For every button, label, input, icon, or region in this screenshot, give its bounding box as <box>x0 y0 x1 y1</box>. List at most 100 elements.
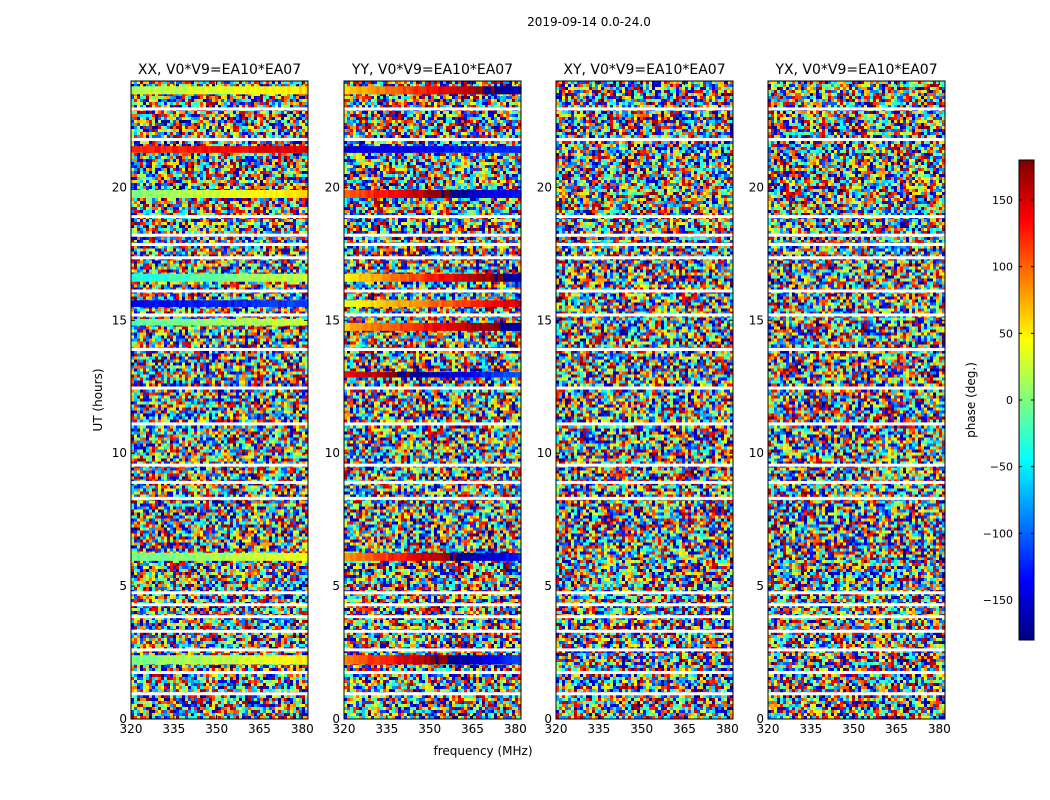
flagged-gap <box>768 603 945 607</box>
flagged-gap <box>344 615 521 619</box>
x-tick-label: 365 <box>673 722 696 736</box>
colorbar-tick-label: 150 <box>992 194 1013 207</box>
y-tick-label: 5 <box>756 579 764 593</box>
y-tick-label: 0 <box>544 712 552 726</box>
x-tick-label: 320 <box>545 722 568 736</box>
panel-yx: YX, V0*V9=EA10*EA07 320 335 350 365 380 0 5 10 15… <box>749 62 951 736</box>
coherent-band <box>131 552 309 561</box>
coherent-band <box>131 189 309 198</box>
panel-title: XY, V0*V9=EA10*EA07 <box>563 62 725 78</box>
coherent-band <box>344 552 522 561</box>
flagged-gap <box>768 480 945 484</box>
x-tick-label: 380 <box>504 722 527 736</box>
flagged-gap <box>768 670 945 674</box>
y-tick-label: 5 <box>544 579 552 593</box>
flagged-gap <box>131 107 308 111</box>
flagged-gap <box>344 463 521 467</box>
flagged-gap <box>768 107 945 111</box>
flagged-gap <box>344 648 521 652</box>
y-tick-label: 15 <box>749 313 764 327</box>
flagged-gap <box>131 629 308 633</box>
coherent-band <box>344 146 522 153</box>
flagged-gap <box>556 480 733 484</box>
flagged-gap <box>556 107 733 111</box>
flagged-gap <box>768 313 945 317</box>
x-tick-label: 320 <box>333 722 356 736</box>
flagged-gap <box>131 603 308 607</box>
flagged-gap <box>556 463 733 467</box>
panel-xx: XX, V0*V9=EA10*EA07 320 335 350 365 380 0 5 10 15… <box>112 62 314 736</box>
flagged-gap <box>344 422 521 426</box>
flagged-gap <box>344 137 521 141</box>
flagged-gap <box>768 648 945 652</box>
x-tick-label: 335 <box>587 722 610 736</box>
flagged-gap <box>768 242 945 246</box>
colorbar-label: phase (deg.) <box>964 362 978 438</box>
flagged-gap <box>131 422 308 426</box>
x-axis-label: frequency (MHz) <box>433 744 532 758</box>
flagged-gap <box>768 615 945 619</box>
flagged-gap <box>768 256 945 260</box>
x-tick-label: 335 <box>375 722 398 736</box>
flagged-gap <box>556 670 733 674</box>
y-tick-label: 20 <box>749 180 764 194</box>
colorbar-tick-label: −100 <box>983 527 1013 540</box>
flagged-gap <box>131 347 308 351</box>
flagged-gap <box>556 137 733 141</box>
x-tick-label: 335 <box>162 722 185 736</box>
phase-noise-image <box>768 81 945 719</box>
flagged-gap <box>556 347 733 351</box>
y-tick-label: 0 <box>332 712 340 726</box>
flagged-gap <box>556 603 733 607</box>
flagged-gap <box>131 242 308 246</box>
colorbar-tick-label: 50 <box>999 327 1013 340</box>
flagged-gap <box>131 313 308 317</box>
coherent-band <box>344 655 522 665</box>
y-tick-label: 20 <box>537 180 552 194</box>
coherent-band <box>344 300 522 307</box>
y-tick-label: 10 <box>325 446 340 460</box>
flagged-gap <box>344 692 521 696</box>
flagged-gap <box>344 313 521 317</box>
flagged-gap <box>131 256 308 260</box>
y-tick-label: 5 <box>332 579 340 593</box>
flagged-gap <box>768 422 945 426</box>
flagged-gap <box>556 496 733 500</box>
panel-title: XX, V0*V9=EA10*EA07 <box>138 62 301 78</box>
flagged-gap <box>556 256 733 260</box>
flagged-gap <box>131 463 308 467</box>
phase-noise-image <box>556 81 733 719</box>
x-tick-label: 320 <box>120 722 143 736</box>
flagged-gap <box>344 480 521 484</box>
flagged-gap <box>344 289 521 293</box>
flagged-gap <box>556 591 733 595</box>
flagged-gap <box>344 629 521 633</box>
phase-noise-image <box>131 81 308 719</box>
flagged-gap <box>131 386 308 390</box>
x-tick-label: 320 <box>757 722 780 736</box>
flagged-gap <box>768 591 945 595</box>
colorbar-tick-label: 100 <box>992 261 1013 274</box>
flagged-gap <box>344 670 521 674</box>
coherent-band <box>131 86 309 95</box>
flagged-gap <box>131 692 308 696</box>
panel-title: YY, V0*V9=EA10*EA07 <box>351 62 513 78</box>
coherent-band <box>344 86 522 95</box>
flagged-gap <box>768 289 945 293</box>
flagged-gap <box>768 215 945 219</box>
coherent-band <box>131 318 309 326</box>
panel-frame <box>343 80 522 720</box>
flagged-gap <box>556 422 733 426</box>
y-tick-label: 10 <box>537 446 552 460</box>
panels-group: XX, V0*V9=EA10*EA07 320 335 350 365 380 0 5 10 15… <box>112 62 951 736</box>
flagged-gap <box>344 603 521 607</box>
flagged-gap <box>768 496 945 500</box>
colorbar-tick-label: −150 <box>983 594 1013 607</box>
flagged-gap <box>131 496 308 500</box>
flagged-gap <box>556 386 733 390</box>
flagged-gap <box>768 233 945 237</box>
coherent-band <box>131 146 309 153</box>
x-tick-label: 380 <box>716 722 739 736</box>
y-tick-label: 15 <box>112 313 127 327</box>
x-tick-label: 350 <box>205 722 228 736</box>
